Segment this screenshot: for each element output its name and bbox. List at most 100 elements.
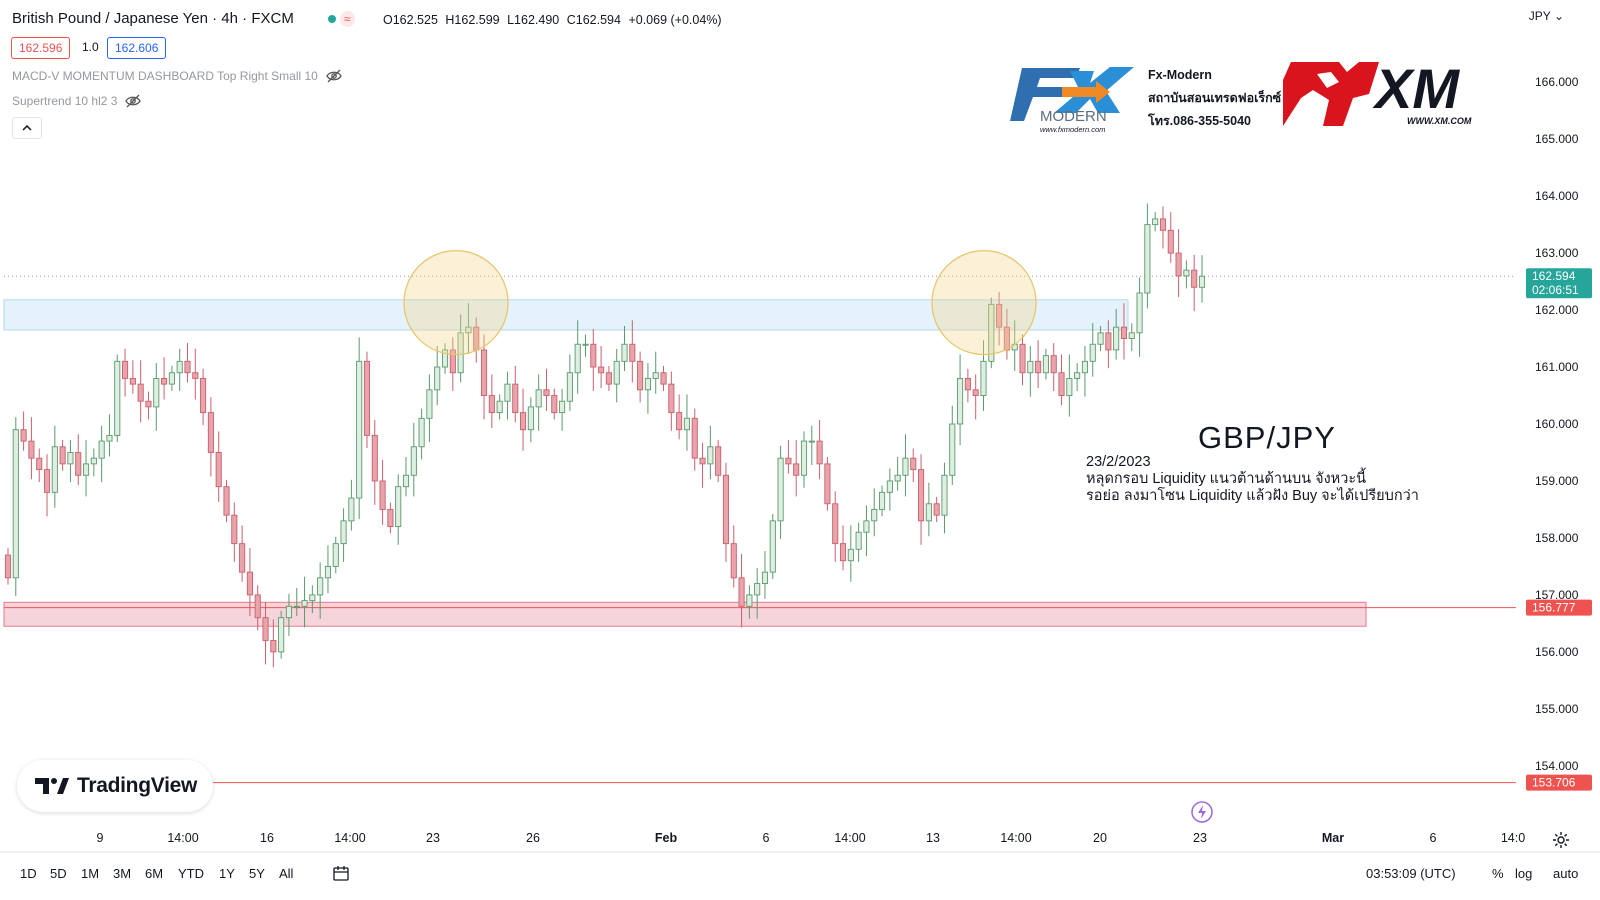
candle xyxy=(644,363,651,414)
fx-modern-text: Fx-Modern สถาบันสอนเทรดฟอเร็กซ์ โทร.086-… xyxy=(1148,64,1281,133)
candle xyxy=(738,553,745,628)
candle xyxy=(1167,212,1174,263)
low-value: L162.490 xyxy=(507,13,560,27)
svg-text:02:06:51: 02:06:51 xyxy=(1532,283,1579,297)
candle xyxy=(262,602,269,665)
eye-hidden-icon[interactable] xyxy=(326,68,342,84)
range-button-all[interactable]: All xyxy=(279,866,294,881)
candle xyxy=(660,365,667,391)
range-button-5y[interactable]: 5Y xyxy=(249,866,265,881)
candle xyxy=(1105,320,1112,369)
candle xyxy=(839,525,847,571)
indicator-macd[interactable]: MACD-V MOMENTUM DASHBOARD Top Right Smal… xyxy=(12,68,342,84)
candle xyxy=(559,388,566,431)
candle xyxy=(418,408,425,460)
candle xyxy=(754,568,761,619)
range-button-5d[interactable]: 5D xyxy=(50,866,67,881)
candle xyxy=(1152,212,1159,232)
candle xyxy=(793,439,800,497)
candle xyxy=(590,328,597,391)
candle xyxy=(824,457,831,511)
svg-text:153.706: 153.706 xyxy=(1532,776,1576,790)
candle xyxy=(683,394,690,451)
range-button-1m[interactable]: 1M xyxy=(81,866,100,881)
candle xyxy=(4,548,12,585)
price-tick: 154.000 xyxy=(1535,759,1579,773)
price-label: 153.706 xyxy=(1526,774,1592,791)
svg-text:162.594: 162.594 xyxy=(1532,269,1576,283)
candle xyxy=(114,354,121,443)
candle xyxy=(668,371,675,431)
range-button-1y[interactable]: 1Y xyxy=(219,866,235,881)
time-tick: 14:00 xyxy=(1000,831,1031,845)
range-button-ytd[interactable]: YTD xyxy=(178,866,204,881)
candle xyxy=(996,291,1003,346)
candle xyxy=(215,431,222,503)
candle xyxy=(871,488,878,537)
candle xyxy=(1019,334,1026,386)
highlight-circles xyxy=(403,250,1037,356)
candle xyxy=(332,536,339,574)
symbol-title[interactable]: British Pound / Japanese Yen · 4h · FXCM xyxy=(12,10,294,27)
lower-liquidity-zone[interactable] xyxy=(3,601,1367,627)
candle xyxy=(317,562,324,619)
indicator-supertrend[interactable]: Supertrend 10 hl2 3 xyxy=(12,93,142,109)
candle xyxy=(387,502,394,534)
candle xyxy=(543,368,550,411)
collapse-legend-button[interactable] xyxy=(12,117,42,139)
spread-value: 1.0 xyxy=(82,40,99,54)
candle xyxy=(254,585,261,631)
auto-toggle[interactable]: auto xyxy=(1553,866,1579,881)
time-tick: 13 xyxy=(926,831,940,845)
candle xyxy=(192,348,199,400)
candle xyxy=(231,502,238,562)
percent-toggle[interactable]: % xyxy=(1492,866,1504,881)
range-button-6m[interactable]: 6M xyxy=(145,866,164,881)
open-value: O162.525 xyxy=(383,13,438,27)
gear-icon[interactable] xyxy=(1552,831,1570,849)
tradingview-badge[interactable]: TradingView xyxy=(17,760,213,812)
price-tick: 166.000 xyxy=(1535,75,1579,89)
candle xyxy=(613,348,620,403)
market-status[interactable]: ≈ xyxy=(328,11,355,27)
candle xyxy=(527,397,534,443)
candle xyxy=(161,357,168,400)
candle xyxy=(535,374,542,431)
time-axis[interactable]: 9 14:00 16 14:00 23 26 Feb 6 14:00 13 14:00 20 23 Mar… xyxy=(0,831,1600,853)
price-tick: 158.000 xyxy=(1535,531,1579,545)
lightning-icon[interactable] xyxy=(1191,801,1213,823)
tradingview-logo-icon xyxy=(35,778,69,794)
candle xyxy=(488,374,495,428)
log-toggle[interactable]: log xyxy=(1515,866,1533,881)
tradingview-wordmark: TradingView xyxy=(77,774,198,797)
candle xyxy=(1120,303,1128,360)
date-range-icon[interactable] xyxy=(332,865,350,883)
candle xyxy=(902,434,909,497)
highlight-circle xyxy=(403,250,509,356)
time-zone-clock[interactable]: 03:53:09 (UTC) xyxy=(1366,866,1456,881)
range-button-3m[interactable]: 3M xyxy=(113,866,132,881)
price-tick: 164.000 xyxy=(1535,189,1579,203)
bottom-toolbar xyxy=(0,856,1600,892)
candle xyxy=(972,374,979,420)
sell-price-button[interactable]: 162.596 xyxy=(11,37,71,59)
candle xyxy=(12,417,19,597)
candle xyxy=(153,363,160,431)
eye-hidden-icon[interactable] xyxy=(125,93,142,109)
upper-liquidity-zone[interactable] xyxy=(3,299,1129,331)
candle xyxy=(371,420,378,505)
buy-price-button[interactable]: 162.606 xyxy=(107,37,167,59)
xm-logo: XM WWW.XM.COM xyxy=(1283,60,1472,126)
price-axis[interactable]: 166.000 165.000 164.000 163.000 162.000 161.0… xyxy=(1526,75,1592,791)
currency-select[interactable]: JPY ⌄ xyxy=(1529,9,1564,23)
candle xyxy=(301,576,308,628)
candle xyxy=(730,525,737,588)
candle xyxy=(348,479,355,531)
range-button-1d[interactable]: 1D xyxy=(20,866,37,881)
candle xyxy=(949,405,956,485)
candle xyxy=(769,514,776,579)
candle xyxy=(957,354,964,446)
candle xyxy=(1035,340,1042,389)
